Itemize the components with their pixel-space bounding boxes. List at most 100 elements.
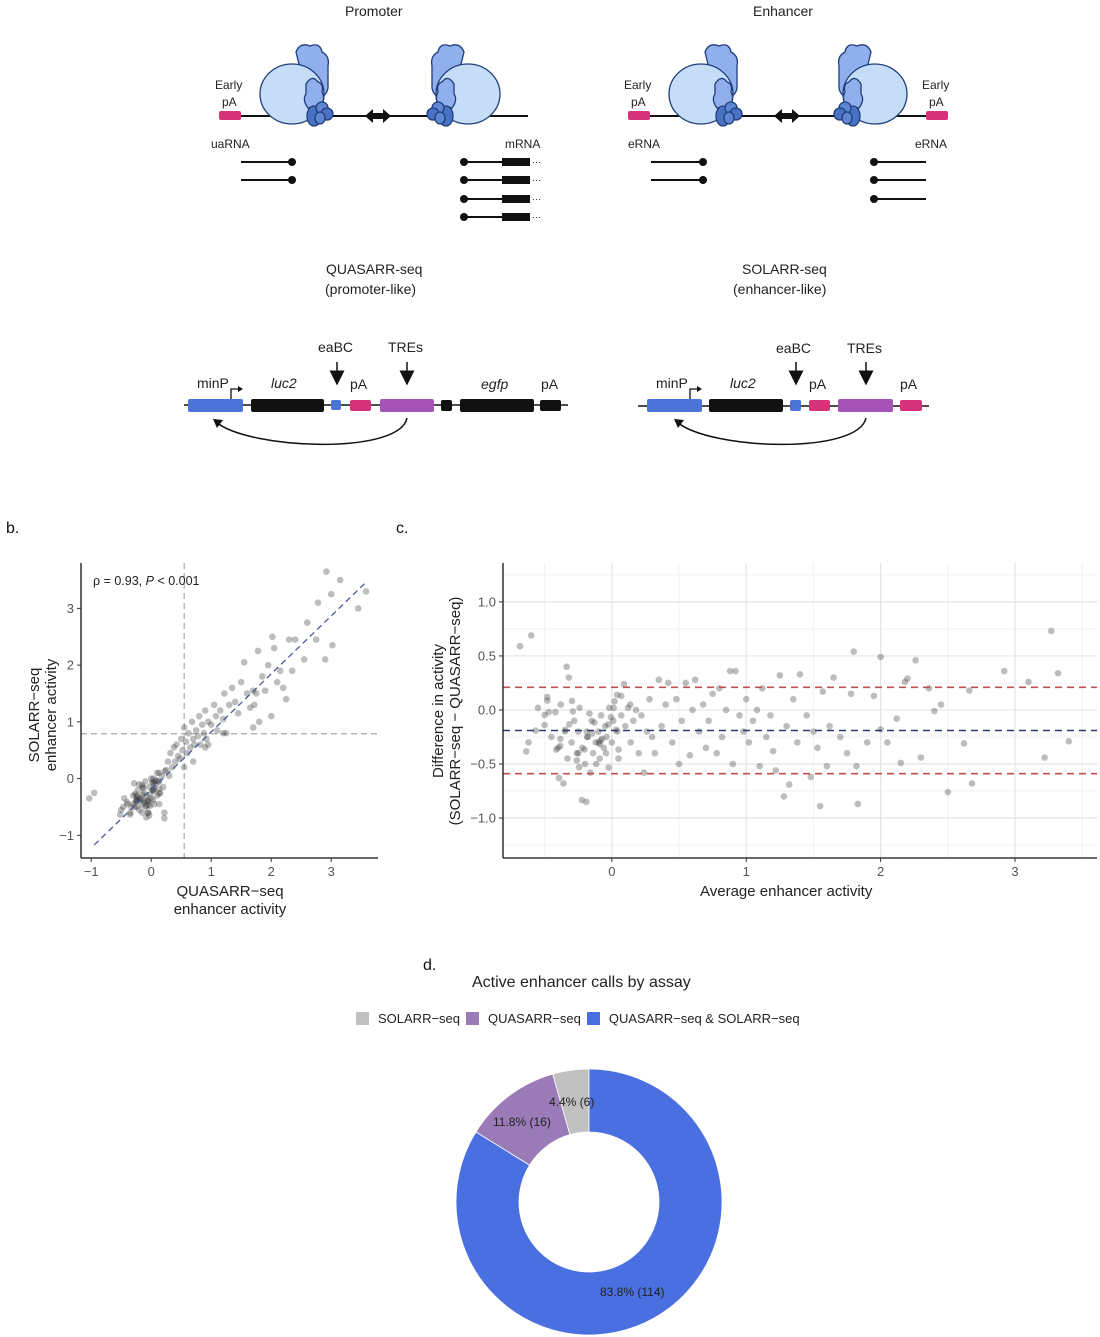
data-point: [573, 749, 581, 757]
data-point: [617, 692, 625, 700]
data-point: [603, 733, 610, 741]
x-tick-label: −1: [84, 864, 99, 879]
data-point: [794, 739, 801, 746]
y-tick-label: 1: [67, 714, 74, 729]
data-point: [189, 758, 197, 765]
quasarr-construct: [184, 362, 568, 446]
coding-region: [502, 176, 530, 184]
mRNA-transcripts: ··· ··· ··· ···: [460, 157, 541, 222]
x-tick-label: 0: [608, 864, 615, 879]
y-tick-label: 0: [67, 771, 74, 786]
data-point: [327, 590, 335, 598]
data-point: [611, 698, 618, 705]
data-point: [133, 803, 141, 811]
data-point: [204, 718, 212, 726]
data-point: [527, 632, 535, 639]
x-tick-label: 0: [148, 864, 155, 879]
ellipsis: ···: [532, 157, 541, 167]
data-point: [221, 690, 228, 697]
data-point: [561, 726, 569, 734]
data-point: [613, 728, 621, 735]
data-point: [588, 730, 596, 737]
data-point: [893, 715, 901, 722]
data-point: [610, 704, 617, 712]
data-point: [171, 758, 179, 765]
data-point: [810, 728, 817, 735]
data-point: [662, 701, 669, 708]
data-point: [722, 706, 730, 714]
data-point: [130, 780, 138, 787]
legend-label-both: QUASARR−seq & SOLARR−seq: [608, 1011, 800, 1026]
data-point: [155, 800, 163, 808]
eaBC-element: [790, 400, 801, 411]
data-point: [1041, 754, 1048, 761]
data-point: [155, 769, 163, 777]
data-point: [216, 707, 224, 714]
data-point: [138, 781, 146, 789]
uaRNA-transcripts: [241, 158, 296, 184]
data-point: [544, 697, 551, 704]
data-point: [126, 811, 134, 818]
data-point: [702, 744, 710, 752]
luc2-label: luc2: [271, 375, 297, 391]
tss-arrow-icon: [689, 388, 699, 399]
early-pA-label: pA: [222, 95, 237, 109]
y-tick-label: 3: [67, 601, 74, 616]
data-point: [155, 785, 163, 793]
data-point: [212, 712, 220, 720]
data-point: [581, 746, 588, 753]
ellipsis: ···: [532, 212, 541, 222]
luc2-gene: [251, 399, 324, 412]
data-point: [664, 679, 672, 687]
data-point: [177, 735, 185, 743]
data-point: [132, 792, 140, 799]
data-point: [225, 701, 233, 709]
data-point: [273, 678, 281, 686]
x-axis-label-line: enhancer activity: [173, 901, 287, 918]
legend-swatch-both: [586, 1012, 600, 1025]
data-point: [588, 717, 595, 725]
data-point: [120, 795, 128, 802]
data-point: [132, 797, 140, 805]
data-point: [863, 739, 871, 746]
luc2-label: luc2: [730, 375, 756, 391]
panel-label-d: d.: [423, 957, 437, 974]
data-point: [597, 712, 605, 719]
data-point: [150, 786, 157, 794]
x-tick-label: 1: [743, 864, 750, 879]
double-arrow-icon: [365, 109, 391, 123]
data-point: [1065, 737, 1073, 745]
eRNA-label: eRNA: [915, 137, 948, 151]
data-point: [561, 728, 569, 735]
x-axis-label-c: Average enhancer activity: [700, 883, 873, 900]
data-point: [162, 766, 170, 774]
data-point: [609, 717, 617, 725]
data-point: [789, 695, 797, 703]
TREs-label: TREs: [847, 340, 882, 356]
data-point: [285, 636, 293, 643]
data-point: [807, 773, 815, 781]
data-point: [796, 671, 804, 678]
spacer-element: [441, 400, 452, 411]
data-point: [139, 784, 147, 792]
egfp-gene: [460, 399, 534, 412]
y-axis-label-c: Difference in activity (SOLARR−seq − QUA…: [430, 596, 464, 826]
early-pA-box: [628, 111, 650, 120]
data-point: [150, 800, 158, 808]
data-point: [565, 674, 573, 681]
data-point: [180, 724, 188, 731]
data-point: [155, 790, 163, 798]
data-point: [170, 744, 178, 751]
minP-label: minP: [656, 375, 688, 391]
data-point: [646, 695, 653, 703]
x-tick-label: 3: [1011, 864, 1018, 879]
data-point: [143, 792, 150, 799]
data-point: [626, 701, 634, 708]
x-tick-label: 3: [328, 864, 335, 879]
data-point: [686, 752, 694, 759]
pA-label: pA: [541, 376, 559, 392]
data-point: [651, 749, 659, 757]
data-point: [635, 749, 643, 757]
data-point: [145, 812, 153, 819]
data-point: [763, 733, 770, 741]
